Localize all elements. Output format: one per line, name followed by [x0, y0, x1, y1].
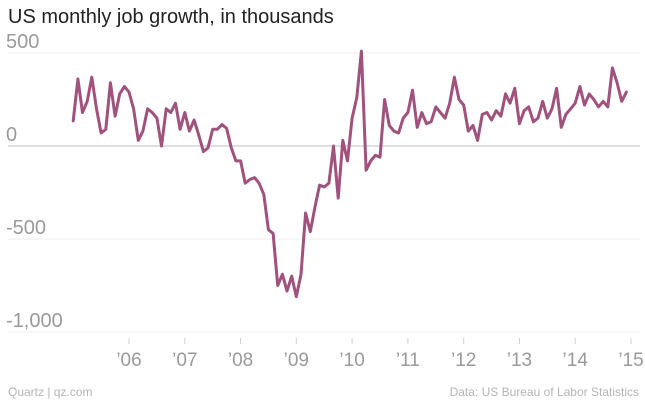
gridlines	[8, 52, 640, 333]
footer-source: Quartz | qz.com	[8, 385, 93, 399]
x-tick-label: ’10	[339, 350, 364, 371]
x-tick-label: ’09	[284, 350, 309, 371]
y-tick-label: 0	[6, 124, 17, 146]
x-axis-ticks: ’06 ’07 ’08 ’09 ’10 ’11 ’12 ’13 ’14 ’15	[116, 338, 644, 371]
x-tick-label: ’07	[172, 350, 197, 371]
x-tick-label: ’14	[563, 350, 589, 371]
y-tick-label: 500	[6, 31, 39, 53]
y-tick-label: -500	[6, 217, 46, 239]
footer-data-credit: Data: US Bureau of Labor Statistics	[449, 385, 639, 399]
x-tick-label: ’15	[618, 350, 643, 371]
x-tick-label: ’11	[396, 350, 420, 371]
x-tick-label: ’12	[451, 350, 476, 371]
y-tick-label: -1,000	[6, 310, 63, 332]
chart-title: US monthly job growth, in thousands	[8, 6, 334, 28]
x-tick-label: ’06	[116, 350, 141, 371]
series-group	[71, 49, 628, 299]
series-line	[71, 49, 628, 299]
y-axis-ticks: 500 0 -500 -1,000	[6, 31, 63, 332]
x-tick-label: ’13	[507, 350, 532, 371]
x-tick-label: ’08	[228, 350, 253, 371]
